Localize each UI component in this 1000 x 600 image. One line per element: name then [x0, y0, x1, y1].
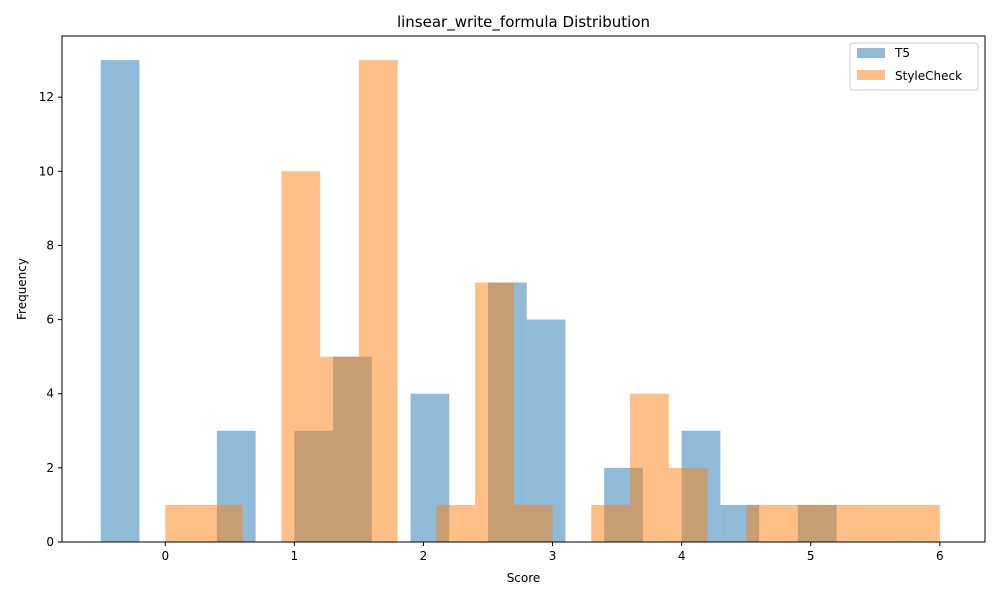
chart-title: linsear_write_formula Distribution: [397, 13, 650, 32]
legend-label-t5: T5: [894, 46, 910, 60]
bar-stylecheck-3: [281, 171, 321, 543]
bars-layer: [100, 60, 940, 543]
legend-label-stylecheck: StyleCheck: [895, 69, 962, 83]
bar-stylecheck-4: [320, 356, 359, 542]
y-tick-label: 10: [39, 164, 54, 178]
y-tick-label: 6: [46, 313, 54, 327]
bar-stylecheck-17: [823, 504, 863, 542]
y-tick-label: 0: [46, 535, 54, 549]
legend-swatch-stylecheck: [857, 70, 885, 80]
x-tick-label: 3: [549, 549, 557, 563]
x-tick-label: 5: [807, 549, 815, 563]
bar-stylecheck-12: [630, 393, 669, 542]
bar-stylecheck-13: [668, 467, 708, 542]
x-axis-ticks: 0 1 2 3 4 5 6: [161, 542, 944, 563]
x-tick-label: 6: [936, 549, 944, 563]
x-axis-label: Score: [507, 571, 541, 585]
bar-stylecheck-8: [475, 282, 514, 542]
y-axis-label: Frequency: [15, 258, 29, 320]
bar-stylecheck-16: [784, 504, 824, 542]
bar-stylecheck-19: [901, 504, 940, 542]
y-axis-ticks: 0 2 4 6 8 10 12: [39, 90, 62, 549]
bar-stylecheck-1: [204, 504, 243, 542]
x-tick-label: 0: [161, 549, 169, 563]
bar-stylecheck-11: [591, 504, 630, 542]
bar-stylecheck-0: [165, 504, 204, 542]
bar-stylecheck-15: [746, 504, 785, 542]
x-tick-label: 1: [291, 549, 299, 563]
plot-frame: [61, 35, 986, 543]
bar-stylecheck-18: [862, 504, 902, 542]
x-tick-label: 4: [678, 549, 686, 563]
y-tick-label: 4: [46, 387, 54, 401]
y-tick-label: 12: [39, 90, 54, 104]
bar-stylecheck-7: [436, 504, 476, 542]
x-tick-label: 2: [420, 549, 428, 563]
y-tick-label: 8: [46, 238, 54, 252]
y-tick-label: 2: [46, 461, 54, 475]
bar-stylecheck-5: [358, 60, 398, 542]
bar-t5-0: [100, 60, 140, 542]
legend: T5 StyleCheck: [849, 42, 979, 91]
bar-stylecheck-9: [513, 504, 553, 542]
legend-swatch-t5: [857, 48, 885, 58]
